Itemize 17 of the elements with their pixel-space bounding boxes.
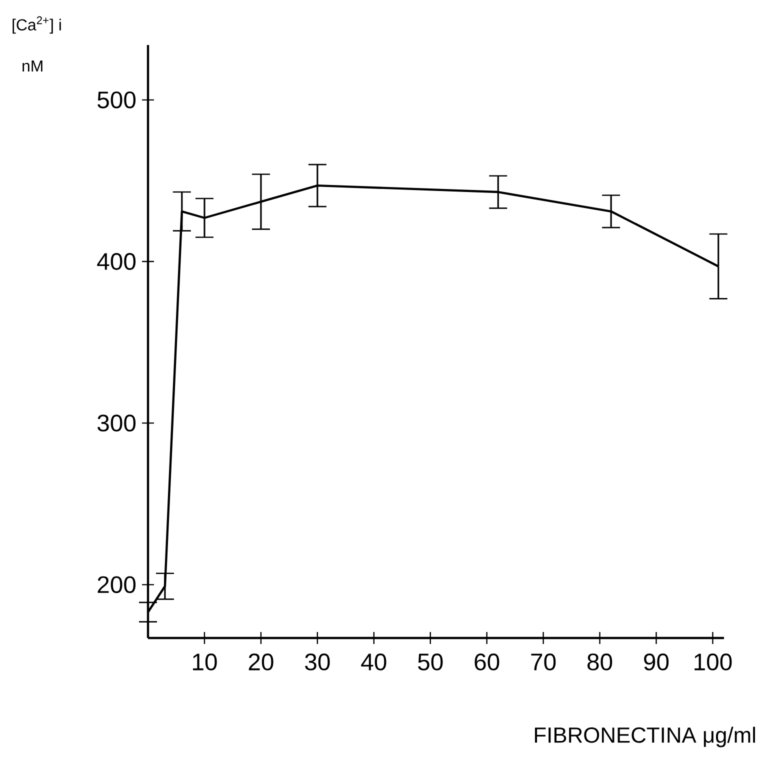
x-tick-label: 10 xyxy=(193,654,217,670)
y-tick-label: 400 xyxy=(97,253,136,270)
x-tick-label: 60 xyxy=(474,654,500,670)
text: nM xyxy=(22,60,42,72)
x-tick-label: 90 xyxy=(644,654,669,670)
x-tick-label: 80 xyxy=(588,654,612,670)
x-tick-label: 100 xyxy=(694,654,732,670)
x-tick-label: 40 xyxy=(361,654,386,670)
y-axis-title: [Ca$^{2+}$] i xyxy=(12,16,61,34)
x-tick-label: 30 xyxy=(305,654,330,670)
x-tick-label: 70 xyxy=(531,654,556,670)
y-tick-label: 500 xyxy=(98,91,136,108)
x-axis-title: FIBRONECTINA μg/ml xyxy=(534,726,755,748)
y-tick-label: 200 xyxy=(98,576,136,594)
x-tick-label: 20 xyxy=(248,654,274,670)
x-tick-label: 50 xyxy=(418,654,443,670)
y-tick-label: 300 xyxy=(98,414,136,432)
